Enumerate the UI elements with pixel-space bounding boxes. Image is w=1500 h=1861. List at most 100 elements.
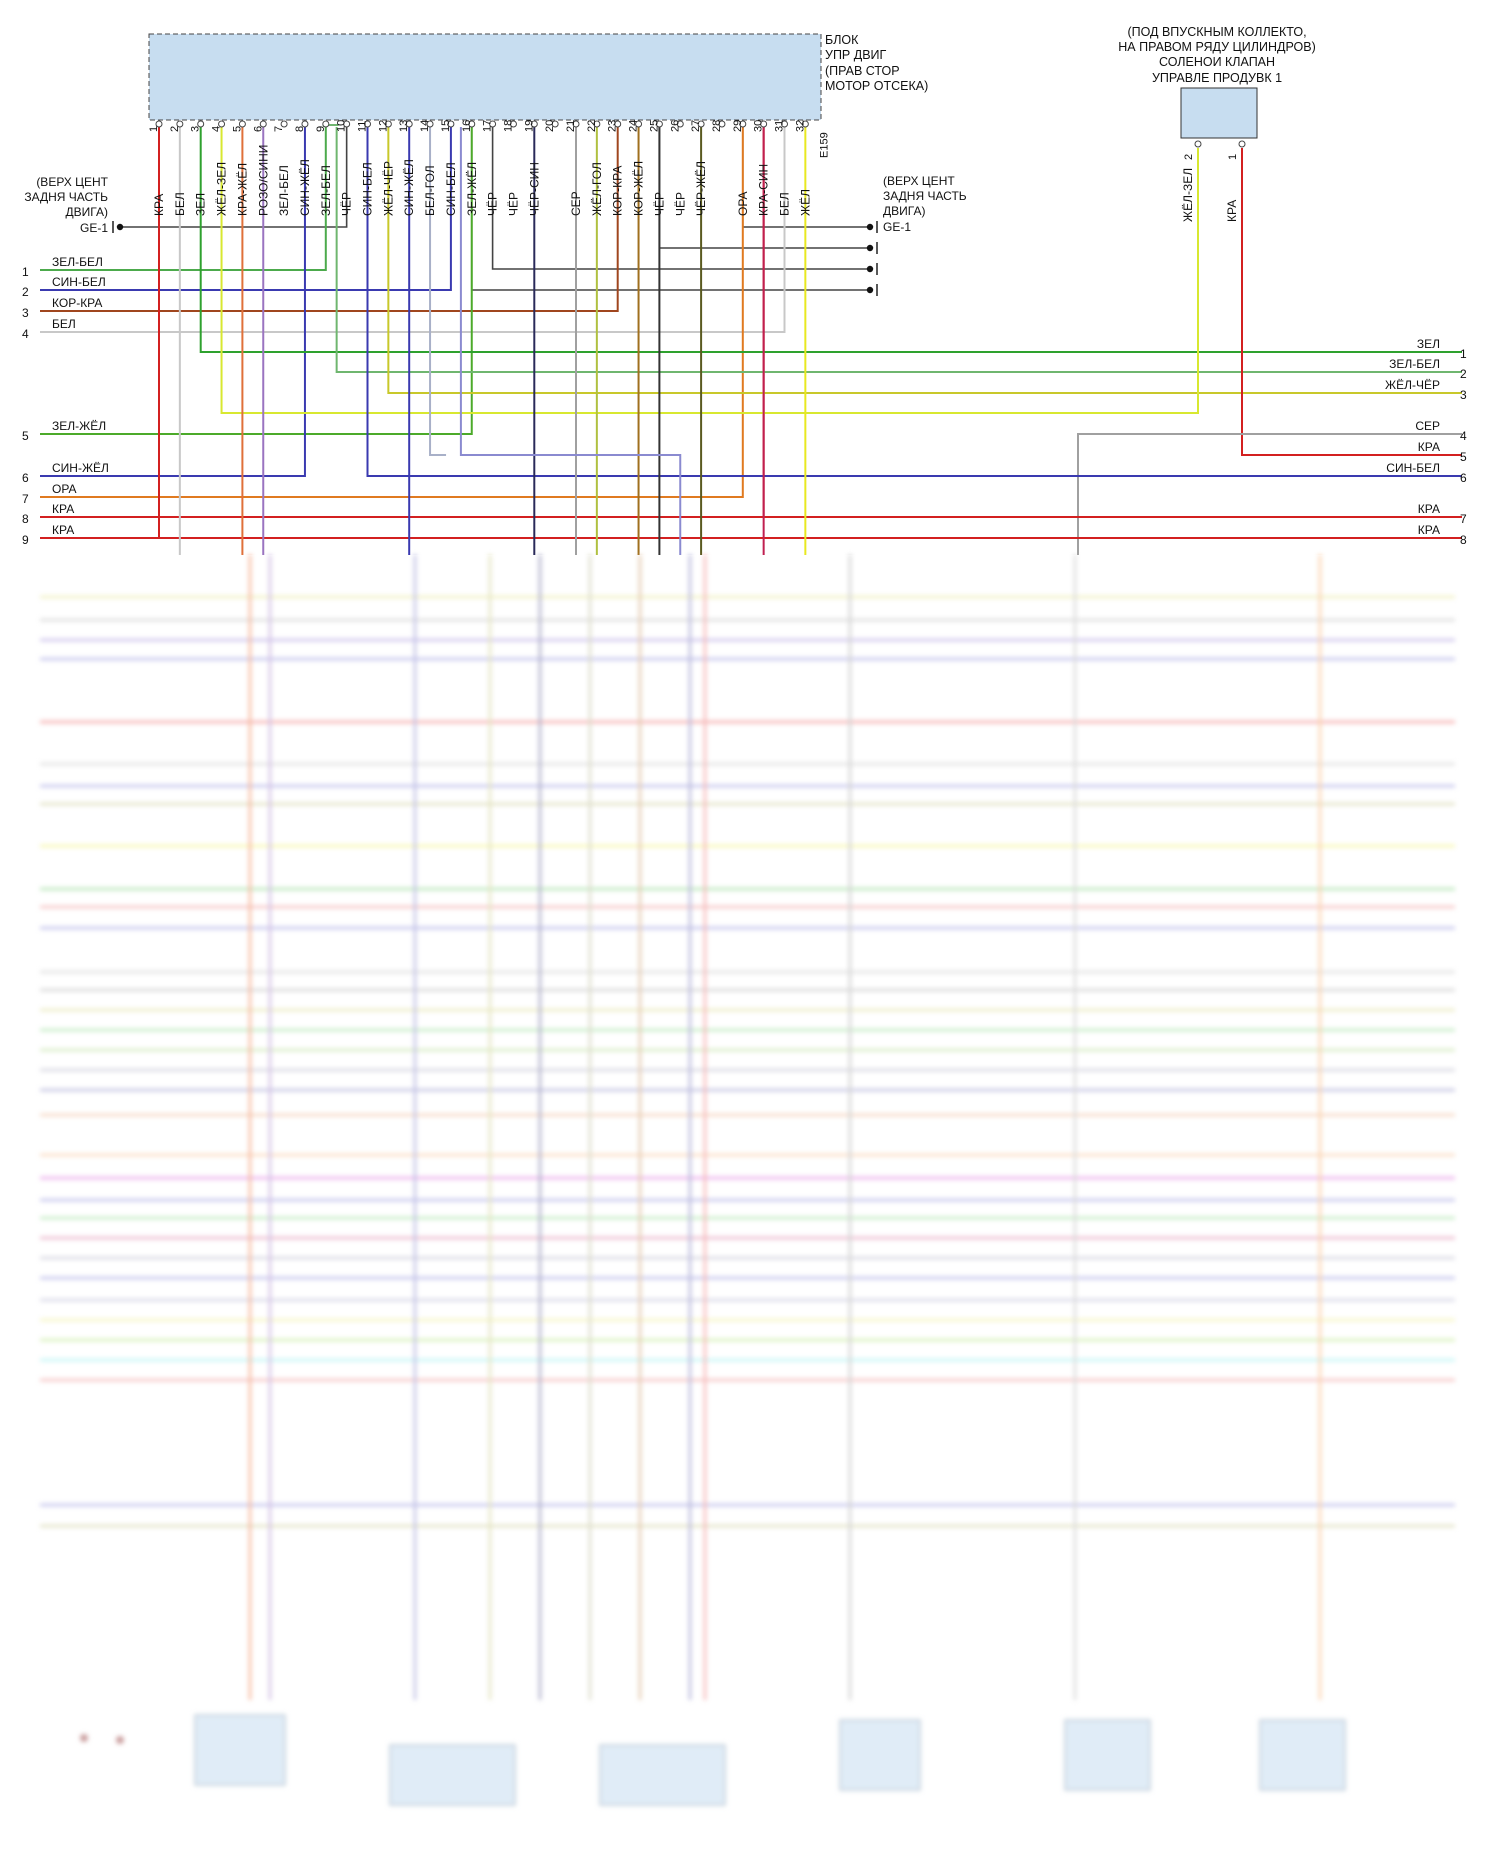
ecu-pin-number: 1 <box>148 126 160 132</box>
ecu-pin-number: 29 <box>732 120 744 132</box>
right-line-number: 8 <box>1460 533 1467 547</box>
ground-right-label-3: ДВИГА) <box>883 204 925 218</box>
wire-layer <box>40 124 1462 555</box>
ecu-pin-number: 18 <box>502 120 514 132</box>
left-line-label: ОРА <box>52 482 77 496</box>
ecu-pin-wire-label: СИН-БЕЛ <box>444 162 458 216</box>
blurred-component-box <box>599 1744 726 1806</box>
wire-solenoid-2 <box>220 127 1199 414</box>
wire-right-2 <box>335 127 1462 373</box>
ecu-pin-terminal <box>572 120 580 128</box>
ecu-pin-number: 26 <box>669 120 681 132</box>
ecu-pin-number: 19 <box>523 120 535 132</box>
ground-left-connector: GE-1 <box>80 221 108 235</box>
ecu-pin-wire-label: ЧЁР <box>673 192 687 216</box>
ecu-pin-wire-label: КОР-ЖЁЛ <box>632 161 646 216</box>
ecu-pin-wire-label: ЖЁЛ <box>798 189 812 216</box>
ecu-pin-number: 4 <box>211 126 223 132</box>
wire-right-6 <box>366 127 1462 477</box>
ecu-pin-terminal <box>676 120 684 128</box>
left-line-label: БЕЛ <box>52 317 76 331</box>
solenoid-title-line-1: (ПОД ВПУСКНЫМ КОЛЛЕКТО, <box>1127 25 1306 39</box>
ecu-pin-number: 10 <box>336 120 348 132</box>
right-line-number: 5 <box>1460 450 1467 464</box>
solenoid-pin-terminal <box>1238 140 1246 148</box>
right-line-label: СЕР <box>1415 419 1440 433</box>
right-line-number: 7 <box>1460 512 1467 526</box>
ecu-pin-number: 24 <box>628 120 640 132</box>
right-line-number: 4 <box>1460 429 1467 443</box>
ecu-pin-terminal <box>551 120 559 128</box>
left-line-label: СИН-БЕЛ <box>52 275 106 289</box>
right-line-label: СИН-БЕЛ <box>1386 461 1440 475</box>
left-line-number: 6 <box>22 471 29 485</box>
blurred-ground-point <box>80 1734 88 1742</box>
ecu-pin-terminal <box>801 120 809 128</box>
ecu-pin-wire-label: БЕЛ-ГОЛ <box>423 165 437 216</box>
ecu-pin-terminal <box>259 120 267 128</box>
right-line-label: ЗЕЛ <box>1417 337 1440 351</box>
ecu-pin-terminal <box>718 120 726 128</box>
wire-right-3 <box>387 127 1462 394</box>
ecu-pin-terminal <box>739 120 747 128</box>
blurred-component-box <box>839 1719 921 1791</box>
ecu-pin-terminal <box>426 120 434 128</box>
ecu-pin-terminal <box>468 120 476 128</box>
solenoid-pin-wire-label: КРА <box>1225 200 1239 222</box>
left-line-number: 8 <box>22 512 29 526</box>
ecu-pin-number: 5 <box>231 126 243 132</box>
ecu-pin-terminal <box>280 120 288 128</box>
ecu-pin-terminal <box>218 120 226 128</box>
ecu-pin-wire-label: ОРА <box>736 191 750 216</box>
left-line-number: 3 <box>22 306 29 320</box>
lower-section-veil <box>0 555 1500 1861</box>
right-line-label: КРА <box>1418 523 1440 537</box>
ecu-pin-terminal <box>509 120 517 128</box>
ecu-pin-number: 16 <box>461 120 473 132</box>
ecu-pin-wire-label: КРА-СИН <box>757 164 771 216</box>
ecu-pin-number: 28 <box>711 120 723 132</box>
ecu-pin-number: 8 <box>294 126 306 132</box>
ecu-pin-number: 22 <box>586 120 598 132</box>
ecu-pin-number: 25 <box>648 120 660 132</box>
ground-right-dot <box>866 244 874 252</box>
right-line-label: КРА <box>1418 440 1440 454</box>
ecu-box <box>148 33 822 121</box>
ecu-pin-number: 2 <box>169 126 181 132</box>
ecu-pin-wire-label: ЧЁР <box>486 192 500 216</box>
ecu-pin-wire-label: РОЗО/СИНИ <box>256 145 270 216</box>
ecu-pin-wire-label: БЕЛ <box>778 192 792 216</box>
solenoid-box <box>1180 87 1258 139</box>
label-layer: 1 КРА 2 БЕЛ 3 ЗЕЛ 4 ЖЁЛ-ЗЕЛ 5 КРА-ЖЁЛ 6 РОЗО/СИНИ 7 З… <box>22 120 1467 547</box>
wire-left-4 <box>40 127 786 333</box>
solenoid-pin-number: 2 <box>1183 154 1195 160</box>
left-line-label: ЗЕЛ-ЖЁЛ <box>52 419 106 433</box>
ecu-pin-number: 20 <box>544 120 556 132</box>
ecu-title-line-4: МОТОР ОТСЕКА) <box>825 79 928 93</box>
blurred-component-box <box>194 1714 286 1786</box>
ecu-pin-wire-label: ЗЕЛ <box>194 193 208 216</box>
ecu-connector-id: E159 <box>818 132 830 158</box>
ecu-pin-number: 11 <box>357 121 369 132</box>
ecu-pin-terminal <box>364 120 371 128</box>
ecu-pin-number: 27 <box>690 120 702 132</box>
ground-right-wire <box>491 127 870 270</box>
ground-left-dot <box>116 223 124 231</box>
ecu-pin-terminal <box>322 120 330 128</box>
ecu-pin-number: 9 <box>315 126 327 132</box>
ground-right-label-1: (ВЕРХ ЦЕНТ <box>883 174 955 188</box>
ground-right-dot <box>866 265 874 273</box>
ecu-pin-number: 23 <box>607 120 619 132</box>
ecu-pin-wire-label: СИН-БЕЛ <box>361 162 375 216</box>
wire-left-7 <box>40 127 744 498</box>
ecu-pin-terminal <box>447 120 455 128</box>
ecu-pin-wire-label: ЖЁЛ-ЗЕЛ <box>215 162 229 216</box>
ecu-pin-wire-label: СИН-ЖЁЛ <box>298 159 312 216</box>
left-line-number: 2 <box>22 285 29 299</box>
left-line-number: 4 <box>22 327 29 341</box>
ecu-pin-terminal <box>489 120 497 128</box>
wire-left-6 <box>40 127 306 477</box>
wire-left-2 <box>40 127 452 291</box>
